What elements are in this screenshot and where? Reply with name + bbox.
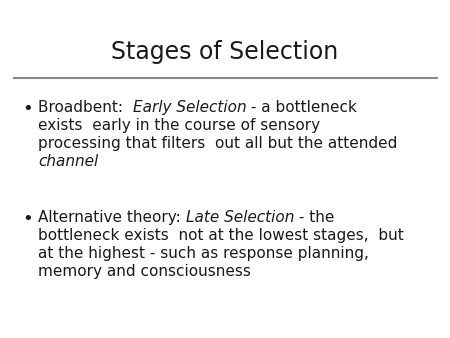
Text: channel: channel [38,154,98,169]
Text: bottleneck exists  not at the lowest stages,  but: bottleneck exists not at the lowest stag… [38,228,404,243]
Text: memory and consciousness: memory and consciousness [38,264,251,279]
Text: Alternative theory:: Alternative theory: [38,210,185,225]
Text: - a bottleneck: - a bottleneck [247,100,357,115]
Text: Broadbent:: Broadbent: [38,100,133,115]
Text: Early Selection: Early Selection [133,100,247,115]
Text: •: • [22,210,33,228]
Text: exists  early in the course of sensory: exists early in the course of sensory [38,118,320,133]
Text: •: • [22,100,33,118]
Text: Stages of Selection: Stages of Selection [112,40,338,64]
Text: Late Selection: Late Selection [185,210,294,225]
Text: processing that filters  out all but the attended: processing that filters out all but the … [38,136,397,151]
Text: - the: - the [294,210,334,225]
Text: at the highest - such as response planning,: at the highest - such as response planni… [38,246,369,261]
